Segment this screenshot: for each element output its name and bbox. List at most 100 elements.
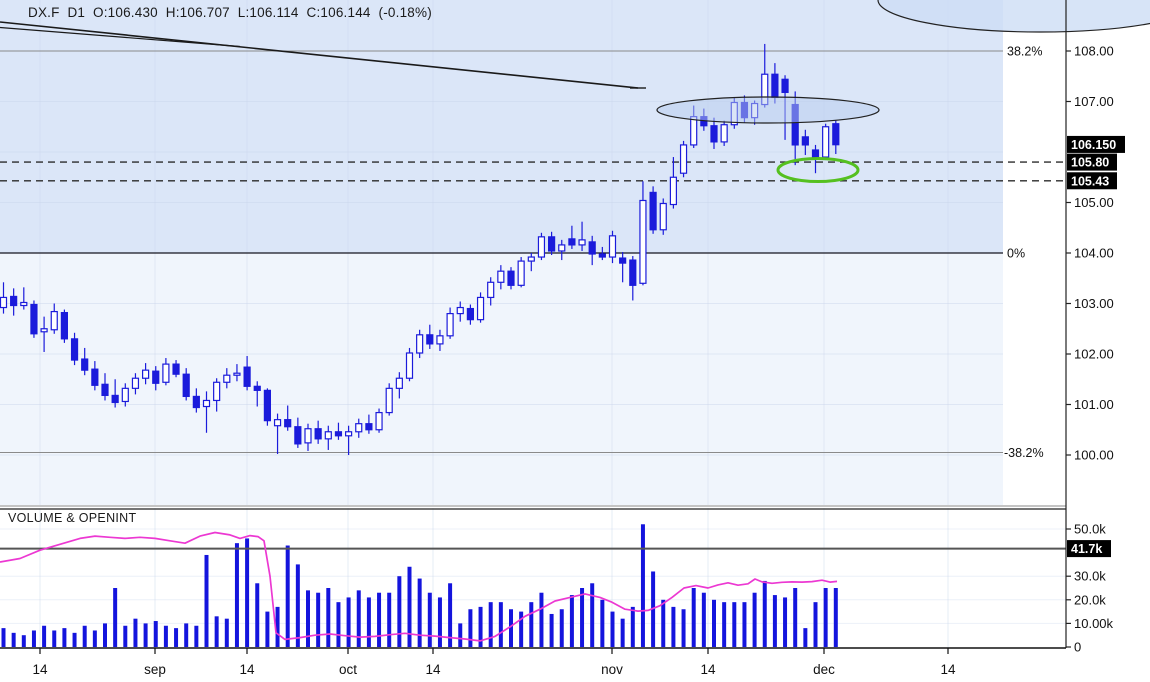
candle	[142, 363, 150, 385]
candle	[345, 425, 353, 455]
candle-body-down	[771, 73, 779, 99]
green-highlight-ellipse	[776, 157, 860, 183]
candle-body-up	[446, 313, 454, 337]
candle	[294, 417, 302, 448]
candle	[568, 225, 576, 249]
candle	[679, 140, 688, 178]
candle-body-down	[649, 191, 657, 231]
candle	[720, 120, 728, 146]
candle	[223, 368, 231, 389]
volume-bar	[772, 595, 777, 647]
candle-body-down	[547, 236, 556, 252]
volume-bar	[742, 602, 747, 647]
volume-bars	[1, 524, 838, 647]
candle-body-up	[669, 176, 678, 206]
candle-body-up	[639, 199, 647, 284]
volume-bar	[793, 588, 798, 647]
volume-bar	[11, 632, 16, 647]
price-tick-label: 102.00	[1074, 347, 1114, 362]
volume-bar	[691, 588, 696, 647]
candle-body-down	[710, 125, 718, 143]
candle	[487, 277, 495, 306]
candle	[10, 288, 18, 316]
volume-bar	[712, 599, 716, 647]
candle	[822, 123, 830, 161]
candle-body-down	[811, 149, 820, 158]
volume-tick-label: 0	[1074, 640, 1081, 655]
candle	[416, 329, 424, 359]
volume-bar	[72, 632, 77, 647]
candle	[629, 256, 637, 301]
price-tick-label: 104.00	[1074, 246, 1114, 261]
candle	[30, 300, 38, 338]
candle	[527, 253, 535, 272]
candle	[0, 282, 8, 314]
x-axis: 14 sep 14 oct 14 nov 14 dec 14	[32, 648, 956, 677]
candle-body-up	[324, 431, 332, 440]
candle	[324, 425, 332, 450]
volume-bar	[580, 588, 585, 647]
candle	[649, 186, 657, 234]
candle	[446, 307, 454, 339]
volume-bar	[224, 618, 229, 647]
volume-bar	[833, 588, 838, 647]
candle-cluster-ellipse	[656, 96, 880, 124]
panel-frame	[0, 0, 1067, 649]
candle	[50, 303, 58, 334]
dashed-price-levels	[0, 161, 1066, 182]
volume-bar	[62, 628, 67, 647]
candle	[608, 230, 617, 264]
candle	[314, 420, 322, 444]
candle	[20, 287, 28, 310]
candle	[101, 373, 109, 401]
candle-body-down	[91, 368, 99, 386]
volume-bar	[823, 588, 828, 647]
candle	[405, 347, 414, 382]
volume-bar	[82, 625, 87, 647]
price-badge-label: 106.150	[1071, 138, 1116, 152]
candle-body-up	[162, 363, 170, 383]
candle	[547, 231, 556, 256]
candle	[202, 391, 211, 433]
candle-body-up	[690, 116, 698, 146]
x-tick-label: 14	[239, 662, 255, 677]
volume-bar	[214, 616, 219, 647]
volume-bar	[234, 543, 239, 647]
volume-bar	[701, 592, 706, 647]
volume-bar	[549, 613, 554, 647]
candle-body-down	[101, 383, 109, 397]
candle	[385, 383, 393, 416]
candle-body-up	[355, 423, 363, 433]
volume-bar	[194, 625, 199, 647]
fib-level-label: 0%	[1007, 247, 1025, 261]
volume-bar	[468, 609, 473, 647]
volume-bar	[336, 602, 341, 647]
price-tick-label: 108.00	[1074, 44, 1114, 59]
volume-bar	[377, 592, 382, 647]
trendline-second	[0, 26, 241, 48]
candle-body-down	[81, 358, 89, 371]
candle-body-down	[426, 334, 434, 345]
candle	[639, 181, 647, 286]
volume-bar	[1, 628, 6, 647]
candle-body-up	[476, 296, 485, 321]
candle-body-down	[192, 395, 200, 409]
volume-bar	[285, 545, 290, 647]
volume-bar	[417, 578, 422, 647]
volume-axis: 50.0k 30.0k 20.0k 10.00k 0 41.7k	[1066, 522, 1114, 655]
candle-body-down	[466, 307, 474, 321]
candle	[507, 267, 515, 290]
candle-body-up	[517, 260, 525, 286]
candle	[182, 368, 190, 401]
candle-body-up	[0, 296, 8, 309]
volume-bar	[356, 590, 361, 647]
volume-badge-label: 41.7k	[1071, 542, 1102, 556]
candle-body-down	[365, 423, 373, 431]
volume-bar	[153, 621, 158, 647]
candle-body-down	[294, 426, 302, 445]
candle-body-up	[608, 235, 617, 258]
volume-bar	[174, 628, 179, 647]
annotation-ellipses	[656, 0, 1150, 183]
volume-tick-label: 20.0k	[1074, 592, 1106, 607]
